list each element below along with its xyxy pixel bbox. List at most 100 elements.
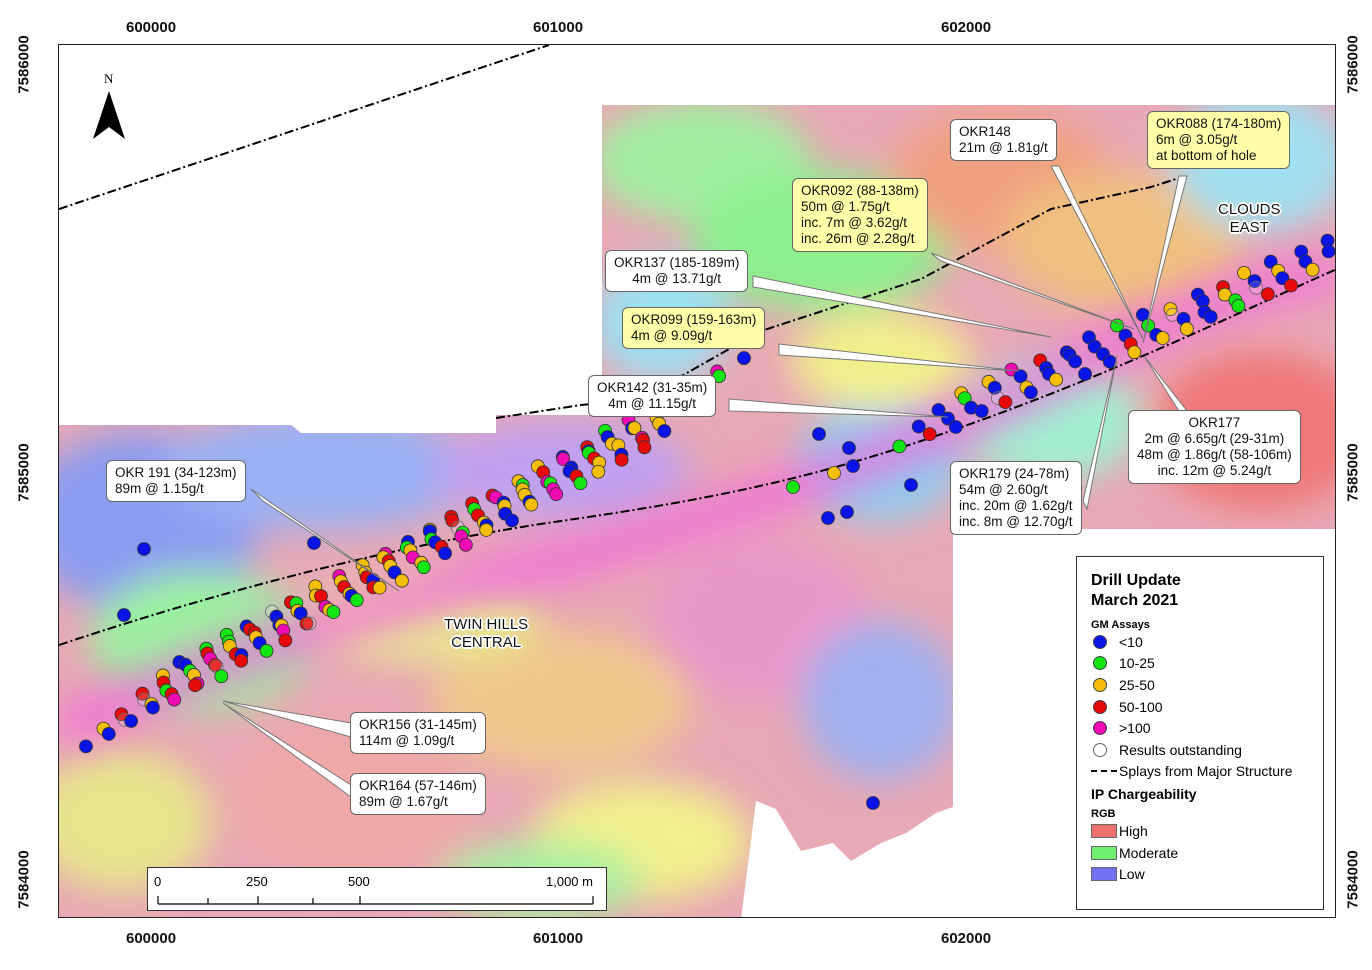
drill-hole-marker[interactable] <box>214 669 229 684</box>
drill-hole-marker[interactable] <box>1155 331 1170 345</box>
drill-hole-marker[interactable] <box>904 478 918 492</box>
drill-hole-marker[interactable] <box>1203 309 1218 324</box>
callout-okr099[interactable]: OKR099 (159-163m) 4m @ 9.09g/t <box>622 307 766 349</box>
drill-hole-marker[interactable] <box>840 505 854 519</box>
drill-hole-marker[interactable] <box>549 487 564 501</box>
drill-hole-marker[interactable] <box>117 608 131 622</box>
callout-okr088[interactable]: OKR088 (174-180m) 6m @ 3.05g/t at bottom… <box>1147 111 1291 169</box>
legend-label: Results outstanding <box>1119 741 1242 758</box>
drill-hole-marker[interactable] <box>1179 321 1194 336</box>
drill-hole-marker[interactable] <box>79 739 93 754</box>
callout-okr156[interactable]: OKR156 (31-145m) 114m @ 1.09g/t <box>350 712 486 754</box>
callout-okr179[interactable]: OKR179 (24-78m) 54m @ 2.60g/t inc. 20m @… <box>950 461 1082 535</box>
drill-hole-marker[interactable] <box>842 441 856 455</box>
drill-hole-marker[interactable] <box>1249 280 1263 295</box>
drill-hole-marker[interactable] <box>188 678 202 693</box>
drill-hole-marker[interactable] <box>234 653 249 668</box>
drill-hole-marker[interactable] <box>821 511 835 525</box>
drill-hole-marker[interactable] <box>637 440 652 455</box>
drill-hole-marker[interactable] <box>892 439 907 454</box>
drill-hole-marker[interactable] <box>1013 369 1028 384</box>
y-tick-right-7585000: 7585000 <box>1344 443 1362 502</box>
callout-okr092[interactable]: OKR092 (88-138m) 50m @ 1.75g/t inc. 7m @… <box>792 178 928 252</box>
drill-hole-marker[interactable] <box>167 692 182 707</box>
drill-hole-marker[interactable] <box>974 404 989 418</box>
callout-leader <box>778 343 1020 372</box>
drill-hole-marker[interactable] <box>1049 372 1063 387</box>
drill-hole-marker[interactable] <box>438 546 452 561</box>
drill-hole-marker[interactable] <box>479 523 494 537</box>
drill-hole-marker[interactable] <box>948 420 963 434</box>
drill-hole-marker[interactable] <box>137 542 151 556</box>
drill-hole-marker[interactable] <box>922 427 937 442</box>
region-line: CLOUDS <box>1218 201 1281 218</box>
drill-hole-marker[interactable] <box>395 573 409 588</box>
drill-hole-marker[interactable] <box>416 560 431 575</box>
drill-hole-marker[interactable] <box>1305 262 1320 277</box>
drill-hole-marker[interactable] <box>987 380 1002 395</box>
region-line: EAST <box>1229 219 1269 236</box>
drill-hole-marker[interactable] <box>998 395 1013 410</box>
drill-hole-marker[interactable] <box>302 616 317 631</box>
drill-hole-marker[interactable] <box>941 411 955 426</box>
drill-hole-marker[interactable] <box>505 513 519 528</box>
callout-leaders <box>222 165 1189 798</box>
drill-hole-marker[interactable] <box>1231 299 1246 313</box>
drill-hole-marker[interactable] <box>786 480 800 494</box>
y-tick-left-7586000: 7586000 <box>15 35 33 94</box>
drill-hole-marker[interactable] <box>657 424 672 438</box>
callout-line: 6m @ 3.05g/t <box>1156 132 1238 147</box>
callout-line: OKR179 (24-78m) <box>959 466 1070 481</box>
drill-hole-marker[interactable] <box>208 657 222 672</box>
drill-hole-marker[interactable] <box>911 419 926 434</box>
map-frame[interactable]: N 0 250 500 1,000 m <box>58 44 1336 918</box>
legend-swatch-moderate-icon <box>1091 845 1117 860</box>
drill-hole-marker[interactable] <box>349 593 364 607</box>
drill-hole-marker[interactable] <box>458 537 473 552</box>
drill-hole-marker[interactable] <box>101 727 116 741</box>
callout-okr177[interactable]: OKR177 2m @ 6.65g/t (29-31m) 48m @ 1.86g… <box>1128 410 1301 484</box>
callout-line: 4m @ 13.71g/t <box>632 271 722 286</box>
callout-okr164[interactable]: OKR164 (57-146m) 89m @ 1.67g/t <box>350 773 486 815</box>
drill-hole-marker[interactable] <box>524 497 539 512</box>
drill-hole-marker[interactable] <box>591 464 606 479</box>
drill-hole-marker[interactable] <box>846 459 860 473</box>
drill-hole-marker[interactable] <box>1263 254 1278 269</box>
drill-hole-marker[interactable] <box>307 536 321 550</box>
callout-okr137[interactable]: OKR137 (185-189m) 4m @ 13.71g/t <box>605 250 749 292</box>
drill-hole-marker[interactable] <box>1068 354 1082 369</box>
drill-hole-marker[interactable] <box>1260 287 1275 302</box>
drill-hole-marker[interactable] <box>326 605 341 619</box>
callout-leader <box>728 398 949 418</box>
drill-hole-marker[interactable] <box>1023 385 1038 400</box>
drill-hole-marker[interactable] <box>1284 278 1298 293</box>
callout-okr142[interactable]: OKR142 (31-35m) 4m @ 11.15g/t <box>588 375 717 417</box>
drill-hole-marker[interactable] <box>146 700 160 715</box>
drill-hole-marker[interactable] <box>827 466 841 480</box>
callout-line: inc. 26m @ 2.28g/t <box>801 231 915 246</box>
map-canvas[interactable] <box>59 45 1336 918</box>
drill-hole-marker[interactable] <box>124 714 138 728</box>
drill-hole-marker[interactable] <box>445 513 460 528</box>
drill-hole-marker[interactable] <box>278 633 293 648</box>
drill-hole-marker[interactable] <box>737 351 751 365</box>
drill-hole-marker[interactable] <box>1237 265 1251 280</box>
drill-hole-marker[interactable] <box>556 452 571 466</box>
drill-hole-marker[interactable] <box>627 421 642 435</box>
drill-hole-marker[interactable] <box>614 452 629 467</box>
drill-hole-marker[interactable] <box>1127 345 1142 360</box>
drill-hole-marker[interactable] <box>372 580 387 595</box>
drill-hole-marker[interactable] <box>573 476 588 491</box>
legend-dot-outline-icon <box>1093 742 1107 757</box>
callout-okr191[interactable]: OKR 191 (34-123m) 89m @ 1.15g/t <box>106 460 246 502</box>
drill-hole-marker[interactable] <box>1321 244 1335 259</box>
drill-hole-marker[interactable] <box>1163 302 1178 317</box>
drill-hole-marker[interactable] <box>299 616 314 631</box>
drill-hole-marker[interactable] <box>1078 367 1092 381</box>
drill-hole-marker[interactable] <box>1217 287 1232 302</box>
callout-okr148[interactable]: OKR148 21m @ 1.81g/t <box>950 119 1057 161</box>
drill-hole-marker[interactable] <box>259 643 274 658</box>
drill-hole-marker[interactable] <box>812 427 826 441</box>
drill-hole-marker[interactable] <box>866 796 880 810</box>
x-tick-bottom-600000: 600000 <box>126 930 177 947</box>
